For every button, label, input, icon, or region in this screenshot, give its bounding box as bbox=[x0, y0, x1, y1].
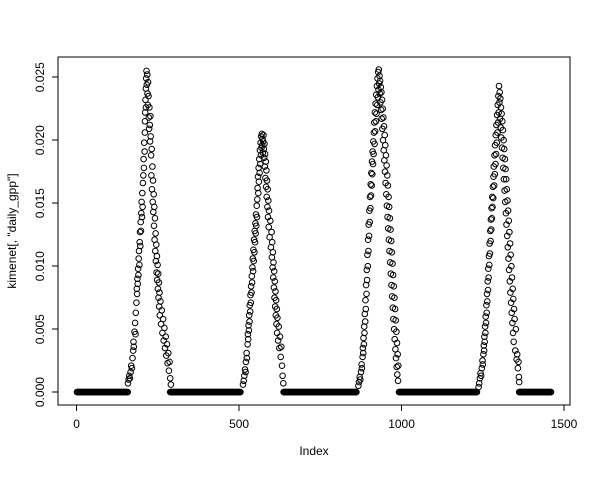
x-axis-tick-label: 500 bbox=[229, 417, 249, 431]
y-axis-tick-label: 0.020 bbox=[33, 125, 47, 155]
x-axis-tick-label: 0 bbox=[73, 417, 80, 431]
y-axis-tick-label: 0.005 bbox=[33, 314, 47, 344]
x-axis-title: Index bbox=[299, 444, 328, 458]
y-axis-tick-label: 0.025 bbox=[33, 62, 47, 92]
y-axis-title: kimenet[, "daily_gpp"] bbox=[5, 173, 19, 288]
data-points bbox=[73, 66, 555, 396]
y-axis-tick-label: 0.015 bbox=[33, 188, 47, 218]
y-axis-tick-label: 0.000 bbox=[33, 377, 47, 407]
x-axis-tick-label: 1500 bbox=[551, 417, 578, 431]
plot-frame bbox=[57, 56, 571, 406]
y-axis-tick-label: 0.010 bbox=[33, 251, 47, 281]
x-axis-tick-label: 1000 bbox=[388, 417, 415, 431]
